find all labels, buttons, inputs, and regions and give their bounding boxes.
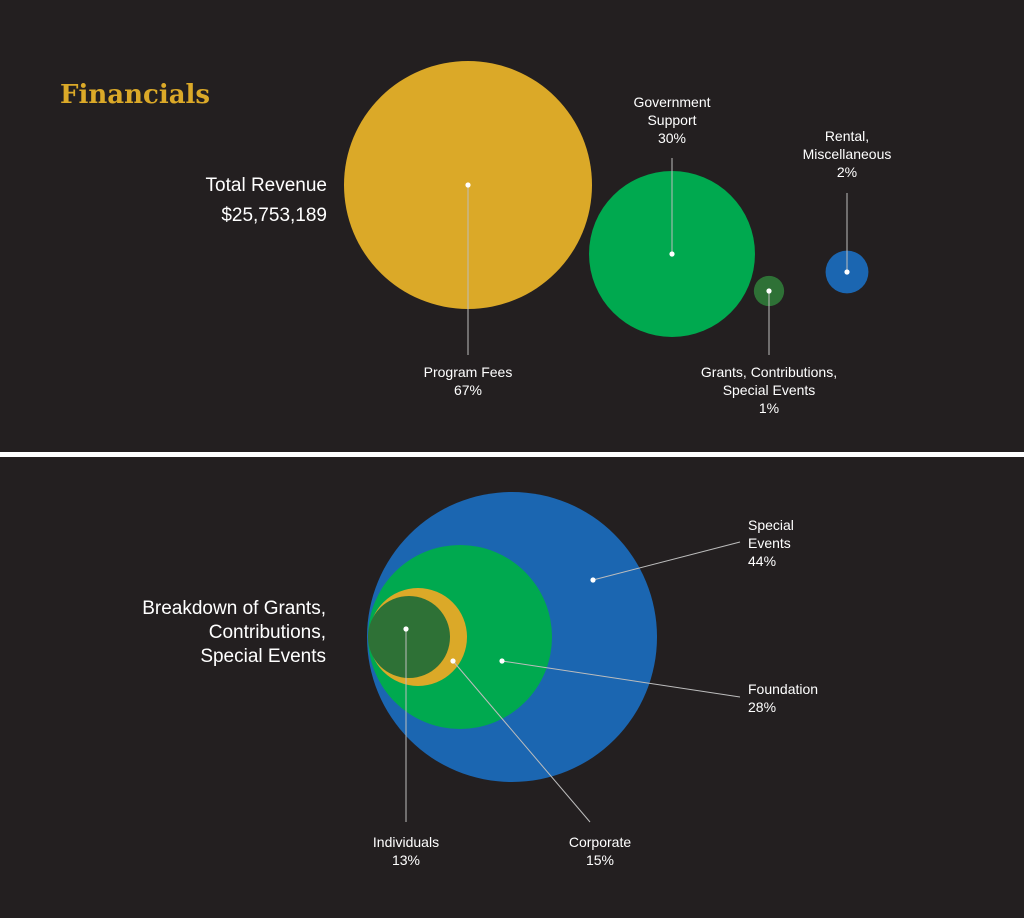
breakdown-foundation-label-line-1: Foundation — [748, 681, 818, 697]
total-revenue-title: Total Revenue — [205, 175, 327, 196]
breakdown-individuals-label-line-1: Individuals — [373, 834, 439, 850]
page-title: Financials — [60, 80, 211, 110]
breakdown-label-line-1: Breakdown of Grants, — [142, 598, 326, 619]
breakdown-label: Breakdown of Grants, Contributions, Spec… — [142, 597, 326, 669]
total-revenue-amount: $25,753,189 — [221, 205, 327, 226]
revenue-government-support-label-line-1: Government — [633, 94, 710, 110]
section-divider — [0, 452, 1024, 457]
revenue-rental-miscellaneous-label-line-1: Rental, — [825, 128, 869, 144]
breakdown-special-events-leader-line — [592, 541, 741, 581]
breakdown-corporate-marker — [450, 658, 456, 664]
revenue-rental-miscellaneous-label-line-2: Miscellaneous — [803, 146, 892, 162]
breakdown-special-events-label-line-2: Events — [748, 535, 791, 551]
revenue-rental-miscellaneous-marker — [844, 269, 850, 275]
revenue-grants-contributions-special-events-label-line-3: 1% — [759, 400, 779, 416]
breakdown-special-events-label-line-1: Special — [748, 517, 794, 533]
revenue-government-support-label-line-2: Support — [647, 112, 696, 128]
breakdown-individuals-bubble — [368, 596, 450, 678]
revenue-government-support-label-line-3: 30% — [658, 130, 686, 146]
total-revenue-label: Total Revenue $25,753,189 — [206, 171, 327, 231]
revenue-program-fees-label-line-1: Program Fees — [424, 364, 513, 380]
revenue-rental-miscellaneous-label-line-3: 2% — [837, 164, 857, 180]
revenue-program-fees-marker — [465, 182, 471, 188]
breakdown-corporate-label-line-1: Corporate — [569, 834, 631, 850]
revenue-grants-contributions-special-events-label-line-2: Special Events — [723, 382, 816, 398]
revenue-program-fees-label-line-2: 67% — [454, 382, 482, 398]
breakdown-label-line-3: Special Events — [200, 646, 326, 667]
revenue-grants-contributions-special-events-label-line-1: Grants, Contributions, — [701, 364, 837, 380]
revenue-government-support-marker — [669, 251, 675, 257]
breakdown-corporate-leader-line — [452, 660, 591, 823]
breakdown-label-line-2: Contributions, — [208, 622, 326, 643]
revenue-grants-contributions-special-events-marker — [766, 288, 772, 294]
breakdown-individuals-marker — [403, 626, 409, 632]
breakdown-special-events-marker — [590, 577, 596, 583]
breakdown-foundation-marker — [499, 658, 505, 664]
breakdown-corporate-label-line-2: 15% — [586, 852, 614, 868]
breakdown-foundation-label-line-2: 28% — [748, 699, 776, 715]
breakdown-foundation-leader-line — [501, 660, 741, 698]
breakdown-individuals-label-line-2: 13% — [392, 852, 420, 868]
breakdown-special-events-label-line-3: 44% — [748, 553, 776, 569]
